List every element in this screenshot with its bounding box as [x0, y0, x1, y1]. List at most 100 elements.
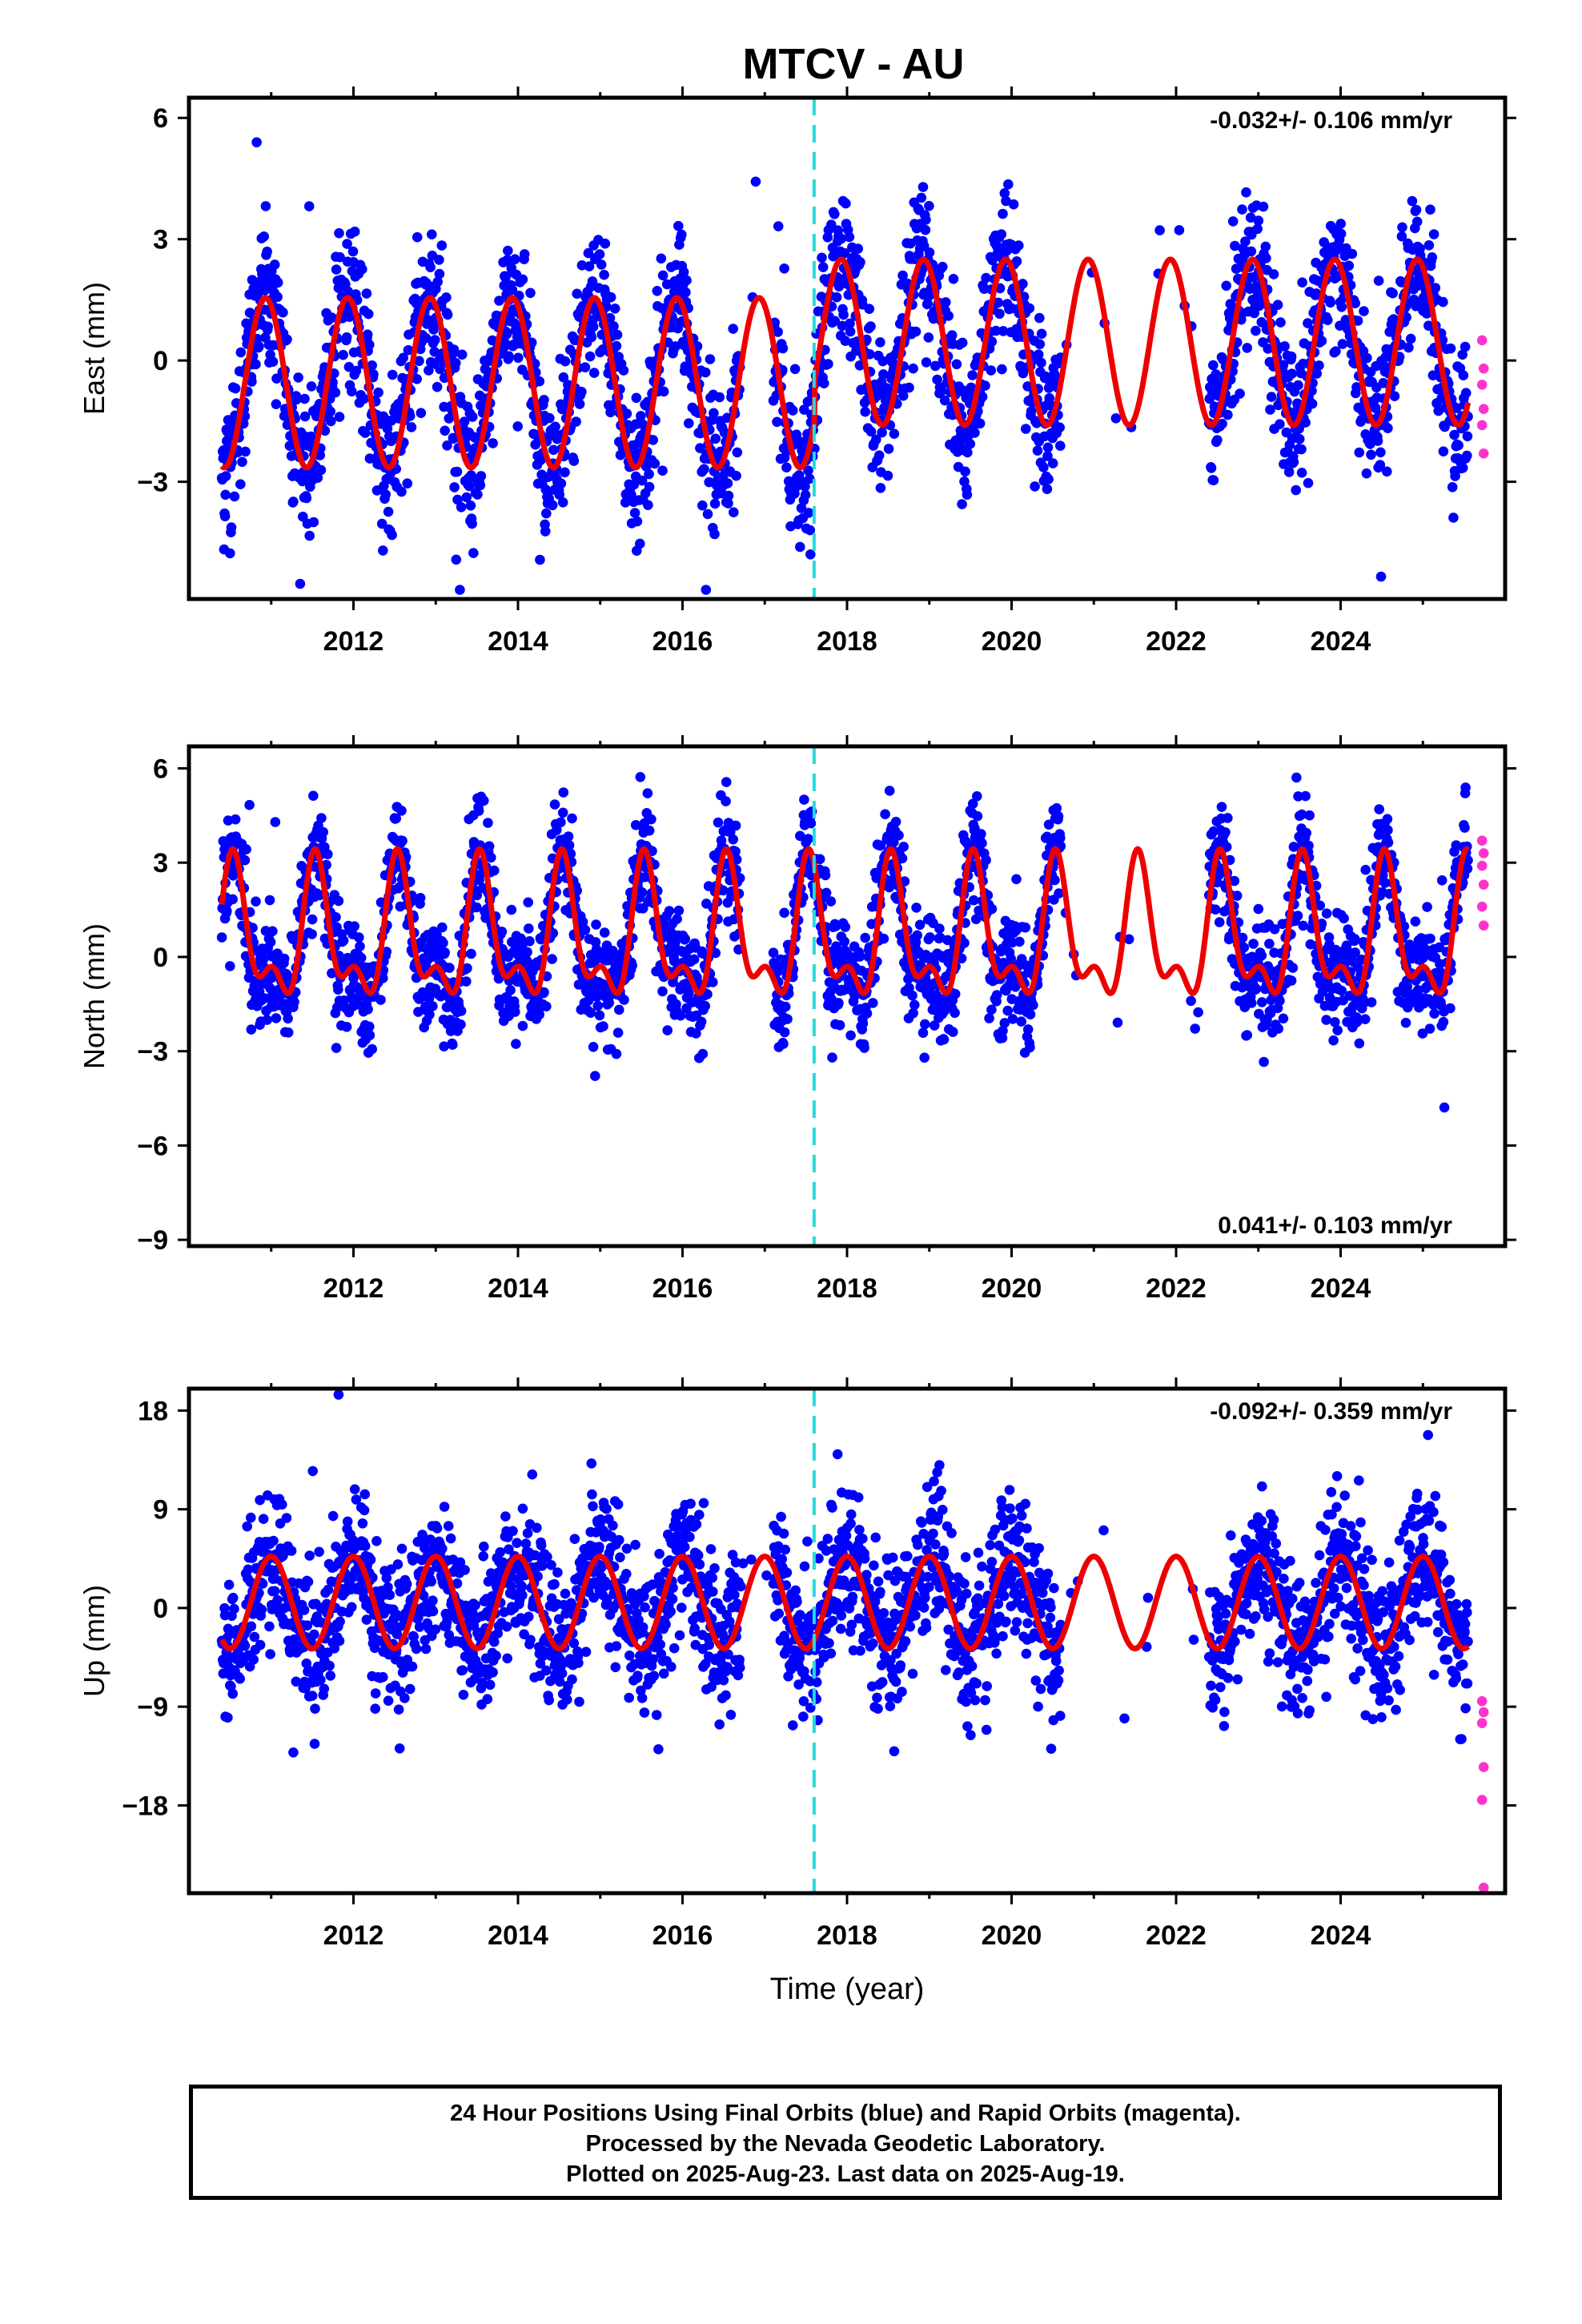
- final-orbit-points: [216, 1389, 1473, 1758]
- data-point: [513, 352, 524, 364]
- data-point: [523, 897, 533, 908]
- data-point: [1301, 827, 1311, 838]
- data-point: [1246, 246, 1257, 257]
- data-point: [464, 480, 475, 492]
- data-point: [960, 466, 970, 477]
- data-point: [557, 497, 568, 508]
- data-point: [1402, 981, 1412, 992]
- data-point: [599, 269, 609, 280]
- data-point: [225, 548, 235, 559]
- data-point: [1354, 447, 1365, 458]
- data-point: [972, 791, 982, 802]
- x-tick-label: 2022: [1146, 1273, 1207, 1304]
- data-point: [596, 259, 607, 270]
- data-point: [925, 932, 935, 943]
- data-point: [475, 480, 486, 491]
- data-point: [558, 787, 569, 798]
- data-point: [860, 406, 870, 417]
- data-point: [1330, 1017, 1340, 1027]
- data-point: [554, 489, 564, 500]
- data-point: [1359, 306, 1369, 316]
- data-point: [524, 936, 535, 947]
- data-point: [586, 332, 597, 343]
- data-point: [999, 1018, 1010, 1028]
- data-point: [897, 270, 908, 281]
- data-point: [1240, 236, 1251, 247]
- data-point: [877, 356, 888, 367]
- data-point: [836, 233, 847, 244]
- data-point: [251, 137, 262, 147]
- data-point: [939, 395, 950, 406]
- data-point: [1374, 804, 1384, 814]
- data-point: [681, 287, 691, 298]
- data-point: [657, 270, 669, 281]
- data-point: [364, 1030, 375, 1040]
- x-tick-label: 2014: [488, 1273, 548, 1304]
- data-point: [357, 263, 367, 275]
- data-point: [1296, 444, 1307, 455]
- data-point: [1261, 253, 1271, 263]
- data-point: [984, 1013, 994, 1023]
- x-tick-label: 2024: [1311, 1273, 1371, 1304]
- data-point: [1450, 471, 1460, 481]
- data-point: [291, 394, 302, 405]
- data-point: [1396, 231, 1407, 242]
- rapid-point: [1476, 335, 1488, 346]
- y-tick-label: 0: [153, 346, 168, 376]
- data-point: [271, 1013, 282, 1023]
- y-axis-label: North (mm): [78, 923, 110, 1069]
- data-point: [646, 814, 656, 825]
- data-point: [920, 1019, 930, 1030]
- data-point: [262, 246, 272, 257]
- data-point: [1349, 934, 1360, 944]
- data-point: [378, 545, 388, 556]
- data-point: [1372, 436, 1383, 446]
- data-point: [244, 799, 255, 810]
- data-point: [620, 497, 631, 508]
- data-point: [246, 1512, 256, 1523]
- data-point: [997, 1032, 1008, 1043]
- data-point: [1351, 382, 1362, 392]
- data-point: [1321, 1015, 1331, 1025]
- data-point: [986, 365, 997, 376]
- data-point: [721, 796, 731, 806]
- data-point: [1016, 1016, 1026, 1027]
- data-point: [1335, 219, 1346, 229]
- data-point: [865, 426, 877, 437]
- data-point: [1022, 1024, 1034, 1035]
- rapid-point: [1476, 380, 1488, 390]
- data-point: [440, 947, 450, 958]
- x-tick-label: 2012: [323, 1273, 384, 1304]
- data-point: [990, 325, 1002, 336]
- data-point: [700, 367, 711, 378]
- data-point: [957, 337, 968, 348]
- data-point: [560, 356, 571, 367]
- data-point: [833, 998, 844, 1008]
- data-point: [728, 324, 738, 334]
- final-orbit-points: [216, 137, 1473, 595]
- data-point: [837, 320, 848, 332]
- data-point: [556, 817, 566, 828]
- data-point: [425, 262, 436, 273]
- data-point: [840, 336, 851, 347]
- data-point: [479, 795, 489, 806]
- data-point: [1193, 1007, 1203, 1018]
- data-point: [800, 481, 810, 492]
- x-tick-label: 2014: [488, 626, 548, 657]
- data-point: [644, 468, 654, 480]
- data-point: [1383, 423, 1393, 433]
- data-point: [282, 334, 292, 345]
- panel-up: 2012 2014 2016 2018 2020 2022 2024−18−90918Up …: [78, 1377, 1516, 2006]
- data-point: [1273, 1023, 1283, 1034]
- data-point: [713, 817, 724, 828]
- data-point: [1375, 460, 1386, 470]
- data-point: [1458, 370, 1469, 381]
- data-point: [412, 374, 422, 384]
- data-point: [257, 1578, 268, 1589]
- data-point: [840, 247, 850, 259]
- data-point: [503, 245, 513, 256]
- data-point: [394, 882, 404, 893]
- data-point: [1335, 228, 1347, 239]
- data-point: [548, 444, 559, 456]
- rapid-point: [1478, 363, 1489, 374]
